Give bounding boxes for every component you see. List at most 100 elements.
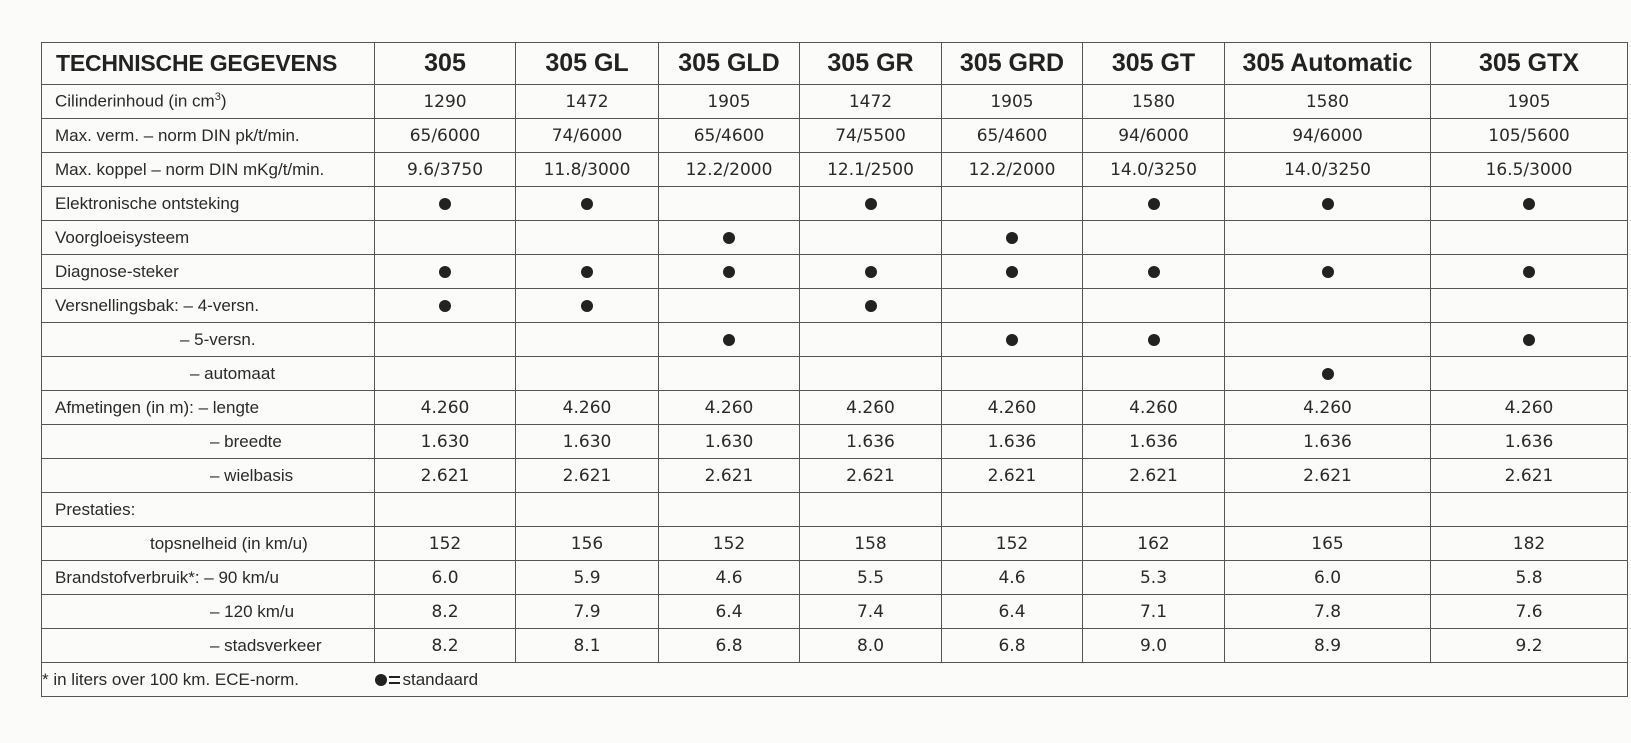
value-cell: 4.260 (941, 390, 1083, 425)
row-label: Max. verm. – norm DIN pk/t/min. (41, 118, 375, 153)
value-cell: 6.0 (374, 560, 516, 595)
value-cell: 1.636 (1082, 424, 1225, 459)
row-label-text: Voorgloeisysteem (55, 227, 190, 247)
value-cell (1224, 492, 1431, 527)
row-label-text: Afmetingen (in m): – lengte (55, 397, 260, 417)
standard-marker-cell (374, 254, 516, 289)
value-cell: 7.8 (1224, 594, 1431, 629)
row-label-suffix: ) (220, 91, 227, 111)
equals-icon (388, 676, 400, 685)
standard-marker-cell (374, 288, 516, 323)
value-cell: 2.621 (1430, 458, 1628, 493)
value-cell (515, 492, 659, 527)
value-cell (1224, 220, 1431, 255)
value-cell: 5.9 (515, 560, 659, 595)
standard-dot-icon (1147, 265, 1160, 278)
row-label-text: – 120 km/u (210, 601, 295, 621)
standard-dot-icon (581, 197, 593, 210)
table-row: – breedte 1.630 1.630 1.630 1.636 1.636 1.636 1… (41, 424, 1628, 459)
standard-marker-cell (941, 220, 1083, 255)
row-label: Voorgloeisysteem (41, 220, 375, 255)
value-cell: 1290 (374, 84, 516, 119)
standard-dot-icon (439, 197, 451, 210)
standard-dot-icon (864, 299, 877, 312)
value-cell: 158 (799, 526, 942, 561)
value-cell: 2.621 (941, 458, 1083, 493)
value-cell: 8.1 (515, 628, 659, 663)
table-row: – wielbasis 2.621 2.621 2.621 2.621 2.621 2.62… (41, 458, 1628, 493)
model-header: 305 GLD (658, 42, 800, 85)
value-cell: 6.0 (1224, 560, 1431, 595)
row-label: – 120 km/u (41, 594, 375, 629)
value-cell: 7.6 (1430, 594, 1628, 629)
value-cell (658, 356, 800, 391)
row-label: Prestaties: (41, 492, 375, 527)
value-cell: 8.2 (374, 594, 516, 629)
standard-marker-cell (515, 186, 659, 221)
row-label-text: Prestaties: (55, 499, 136, 519)
row-label: – automaat (41, 356, 375, 391)
table-row: – 120 km/u 8.2 7.9 6.4 7.4 6.4 7.1 7.8 7.6 (41, 594, 1628, 629)
value-cell: 6.4 (658, 594, 800, 629)
row-label-text: Brandstofverbruik*: – 90 km/u (55, 567, 279, 587)
standard-dot-icon (723, 333, 735, 346)
standard-marker-cell (515, 254, 659, 289)
value-cell (941, 186, 1083, 221)
value-cell (799, 220, 942, 255)
value-cell (374, 356, 516, 391)
standard-dot-icon (864, 265, 877, 278)
value-cell (658, 492, 800, 527)
row-label-text: – automaat (190, 363, 276, 383)
value-cell (1224, 288, 1431, 323)
value-cell: 6.8 (658, 628, 800, 663)
value-cell: 1.630 (374, 424, 516, 459)
value-cell (1430, 288, 1628, 323)
value-cell: 4.6 (941, 560, 1083, 595)
standard-marker-cell (658, 322, 800, 357)
value-cell: 165 (1224, 526, 1431, 561)
model-header: 305 GRD (941, 42, 1083, 85)
value-cell: 11.8/3000 (515, 152, 659, 187)
header-row: TECHNISCHE GEGEVENS 305 305 GL 305 GLD 3… (41, 42, 1628, 85)
standard-dot-icon (1147, 197, 1160, 210)
row-label-text: Versnellingsbak: – 4-versn. (55, 295, 260, 315)
value-cell (515, 356, 659, 391)
standard-dot-icon (1523, 333, 1535, 346)
value-cell (1082, 288, 1225, 323)
value-cell (799, 492, 942, 527)
value-cell: 152 (658, 526, 800, 561)
value-cell (515, 220, 659, 255)
row-label-text: – wielbasis (210, 465, 294, 485)
row-label: – breedte (41, 424, 375, 459)
value-cell: 16.5/3000 (1430, 152, 1628, 187)
table-row: Voorgloeisysteem (41, 220, 1628, 255)
standard-dot-icon (374, 674, 387, 687)
table-row: Brandstofverbruik*: – 90 km/u 6.0 5.9 4.6 5.… (41, 560, 1628, 595)
table-row: Max. koppel – norm DIN mKg/t/min. 9.6/375… (41, 152, 1628, 187)
standard-marker-cell (1082, 322, 1225, 357)
value-cell: 2.621 (1082, 458, 1225, 493)
value-cell: 182 (1430, 526, 1628, 561)
value-cell: 14.0/3250 (1082, 152, 1225, 187)
value-cell (1082, 492, 1225, 527)
row-label-text: Max. koppel – norm DIN mKg/t/min. (55, 159, 325, 179)
row-label-text: – stadsverkeer (210, 635, 322, 655)
row-label-text: Max. verm. – norm DIN pk/t/min. (55, 125, 300, 145)
value-cell: 1905 (941, 84, 1083, 119)
standard-marker-cell (1430, 254, 1628, 289)
model-header: 305 GR (799, 42, 942, 85)
value-cell: 5.5 (799, 560, 942, 595)
standard-marker-cell (515, 288, 659, 323)
standard-dot-icon (1321, 265, 1334, 278)
value-cell: 8.0 (799, 628, 942, 663)
standard-marker-cell (374, 186, 516, 221)
value-cell: 5.3 (1082, 560, 1225, 595)
legend-label: standaard (402, 669, 479, 689)
table-body: Cilinderinhoud (in cm3) 1290 1472 1905 1472 1… (41, 84, 1628, 663)
value-cell: 1580 (1082, 84, 1225, 119)
value-cell (941, 492, 1083, 527)
table-row: – automaat (41, 356, 1628, 391)
value-cell (1224, 322, 1431, 357)
value-cell: 1580 (1224, 84, 1431, 119)
value-cell (1082, 220, 1225, 255)
